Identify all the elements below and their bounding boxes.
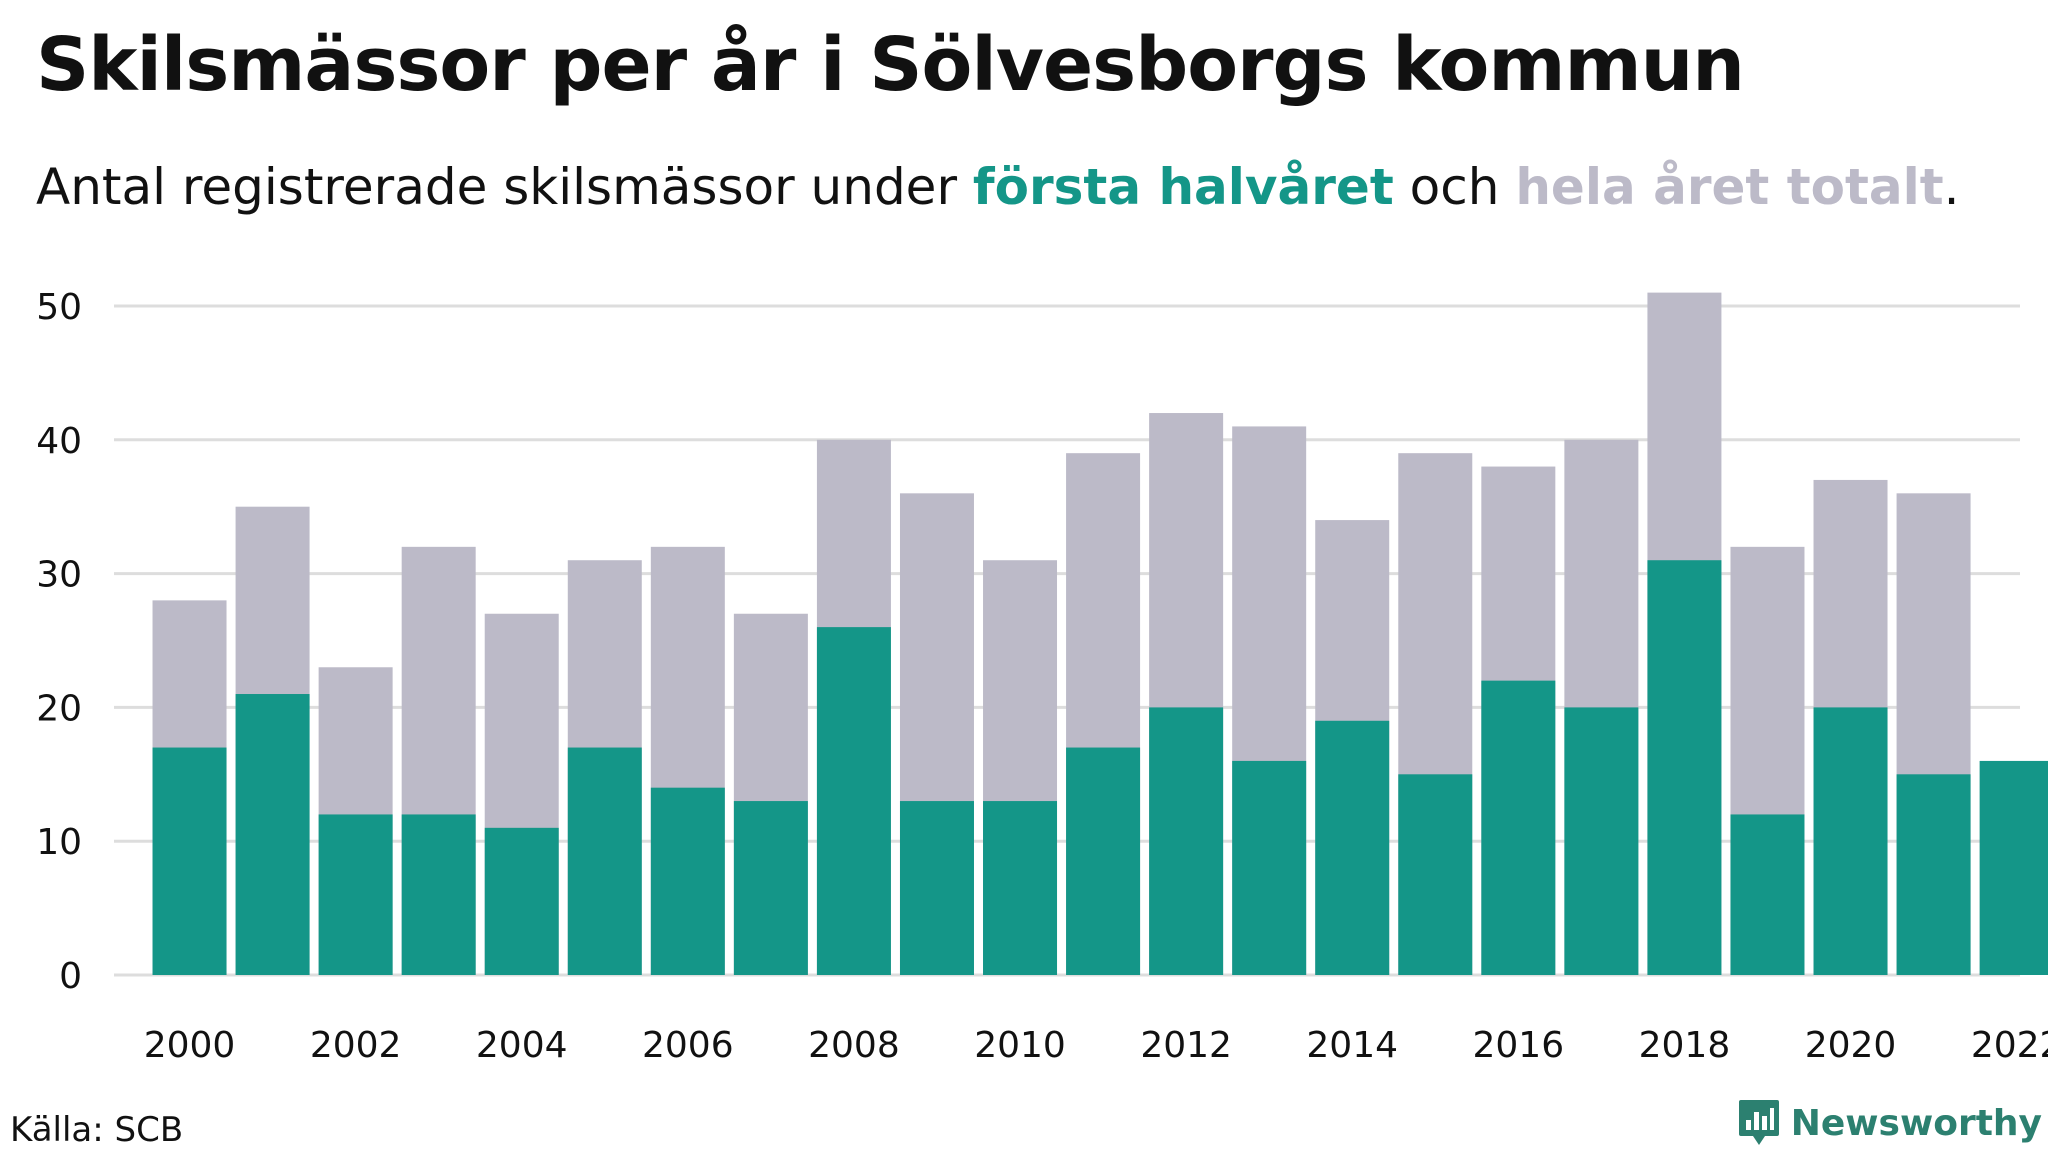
bar-first-half-2006 (650, 787, 725, 975)
bar-first-half-2021 (1896, 774, 1971, 975)
subtitle-prefix: Antal registrerade skilsmässor under (36, 158, 973, 216)
x-tick-label-2002: 2002 (310, 1025, 402, 1066)
x-tick-label-2016: 2016 (1473, 1025, 1565, 1066)
bar-first-half-2019 (1730, 814, 1805, 975)
y-tick-label-50: 50 (36, 287, 82, 328)
bar-first-half-2000 (152, 747, 227, 975)
y-tick-label-0: 0 (59, 956, 82, 997)
x-tick-label-2018: 2018 (1639, 1025, 1731, 1066)
x-tick-label-2012: 2012 (1140, 1025, 1232, 1066)
x-tick-label-2008: 2008 (808, 1025, 900, 1066)
bar-first-half-2022 (1979, 760, 2048, 975)
subtitle-highlight-total: hela året totalt (1515, 158, 1944, 216)
bar-first-half-2002 (318, 814, 393, 975)
bar-first-half-2007 (733, 801, 808, 975)
brand-name: Newsworthy (1790, 1102, 2042, 1144)
bar-chart: 0 10 20 30 40 50 2000 2002 2004 2006 2008 2010 2012… (36, 287, 2048, 1066)
y-tick-label-30: 30 (36, 555, 82, 596)
x-tick-label-2022: 2022 (1971, 1025, 2048, 1066)
x-tick-label-2020: 2020 (1805, 1025, 1897, 1066)
bar-first-half-2018 (1647, 560, 1722, 975)
subtitle-suffix: . (1943, 158, 1960, 216)
newsworthy-logo-icon (1738, 1100, 1779, 1145)
bar-first-half-2009 (899, 801, 974, 975)
x-axis-tick-labels: 2000 2002 2004 2006 2008 2010 2012 2014 2016 2018… (144, 1025, 2048, 1066)
series-first-half-bars (152, 560, 2048, 975)
brand-logo: Newsworthy (1737, 1098, 2042, 1148)
source-note: Källa: SCB (10, 1110, 184, 1150)
y-tick-label-40: 40 (36, 421, 82, 462)
bar-first-half-2011 (1066, 747, 1141, 975)
bar-first-half-2012 (1149, 707, 1224, 975)
y-axis-tick-labels: 0 10 20 30 40 50 (36, 287, 82, 997)
bar-first-half-2008 (816, 627, 891, 975)
bar-first-half-2014 (1315, 720, 1390, 975)
bar-first-half-2013 (1232, 760, 1307, 975)
x-tick-label-2006: 2006 (642, 1025, 734, 1066)
subtitle-highlight-first-half: första halvåret (972, 158, 1394, 216)
bar-first-half-2001 (235, 694, 310, 975)
x-tick-label-2000: 2000 (144, 1025, 236, 1066)
x-tick-label-2004: 2004 (476, 1025, 568, 1066)
subtitle-middle: och (1393, 158, 1516, 216)
y-tick-label-10: 10 (36, 822, 82, 863)
chart-subtitle: Antal registrerade skilsmässor under för… (36, 158, 1960, 216)
bar-first-half-2015 (1398, 774, 1473, 975)
bar-first-half-2017 (1564, 707, 1639, 975)
y-tick-label-20: 20 (36, 688, 82, 729)
bar-first-half-2020 (1813, 707, 1888, 975)
bar-first-half-2004 (484, 827, 559, 975)
x-tick-label-2014: 2014 (1306, 1025, 1398, 1066)
bar-first-half-2005 (567, 747, 642, 975)
bar-first-half-2016 (1481, 680, 1556, 975)
chart-title: Skilsmässor per år i Sölvesborgs kommun (36, 22, 1745, 108)
bar-first-half-2003 (401, 814, 476, 975)
bar-first-half-2010 (983, 801, 1058, 975)
x-tick-label-2010: 2010 (974, 1025, 1066, 1066)
